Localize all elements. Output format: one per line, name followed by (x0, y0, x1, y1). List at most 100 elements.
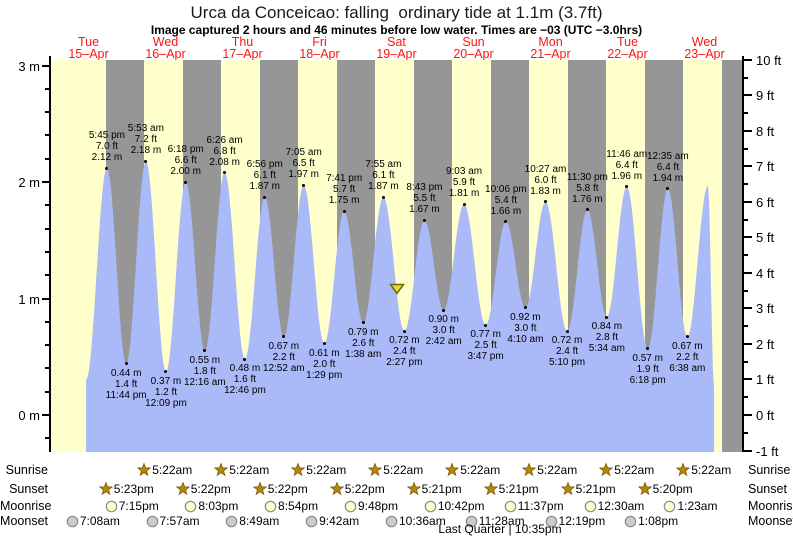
left-axis-major-tick (42, 64, 50, 67)
left-axis-label: 0 m (18, 408, 40, 423)
sunset-time: 5:22pm (190, 482, 231, 496)
tide-extreme-dot (646, 347, 650, 351)
sunset-time: 5:22pm (344, 482, 385, 496)
moonrise-item: 10:42pm (424, 499, 485, 513)
right-axis-minor-tick (744, 254, 748, 257)
sunrise-time: 5:22am (614, 463, 655, 477)
right-axis-major-tick (744, 58, 752, 61)
day-name: Tue (77, 35, 100, 49)
high-tide-label: 6:18 pm 6.6 ft 2.00 m (167, 144, 204, 177)
tide-extreme-dot (105, 166, 109, 170)
high-tide-label: 6:56 pm 6.1 ft 1.87 m (246, 159, 283, 193)
sunrise-time: 5:22am (152, 463, 193, 477)
tide-extreme-dot (484, 323, 488, 327)
moonrise-item: 11:37pm (504, 499, 564, 513)
left-axis-minor-tick (45, 204, 50, 207)
low-tide-label: 0.67 m 2.2 ft 12:52 am (262, 340, 305, 374)
tide-extreme-dot (381, 195, 385, 199)
sun-star-icon (137, 463, 152, 477)
tide-extreme-dot (203, 349, 207, 353)
moonset-item: 1:08pm (624, 514, 678, 528)
moonset-icon (465, 515, 478, 527)
day-date: 18–Apr (299, 47, 340, 61)
tide-extreme-dot (243, 357, 247, 361)
high-tide-label: 6:26 am 6.8 ft 2.08 m (206, 134, 243, 168)
right-axis-minor-tick (744, 396, 748, 399)
moonset-item: 11:28am (465, 514, 525, 528)
sun-star-icon (291, 463, 306, 477)
right-axis-major-tick (744, 165, 752, 168)
right-axis-label: 3 ft (756, 301, 775, 317)
moonrise-item: 8:54pm (264, 499, 318, 513)
sunset-label-left: Sunset (9, 482, 48, 496)
high-tide-label: 7:41 pm 5.7 ft 1.75 m (326, 173, 363, 207)
moonrise-icon (664, 500, 676, 512)
right-axis-minor-tick (744, 360, 748, 363)
tide-extreme-dot (504, 220, 508, 224)
tide-extreme-dot (263, 195, 267, 199)
sunrise-item: 5:22am (445, 463, 500, 477)
moonset-time: 9:42am (319, 514, 360, 528)
right-axis-line (742, 56, 744, 452)
left-axis-minor-tick (45, 274, 50, 277)
left-axis-label: 1 m (18, 291, 40, 307)
right-axis-label: 1 ft (756, 372, 775, 388)
day-name: Fri (312, 35, 327, 49)
tide-extreme-dot (361, 321, 365, 325)
high-tide-label: 10:27 am 6.0 ft 1.83 m (524, 163, 567, 197)
moon-phase-text: Last Quarter | 10:35pm (438, 522, 562, 536)
right-axis-major-tick (744, 342, 752, 345)
low-tide-label: 0.48 m 1.6 ft 12:46 pm (224, 363, 266, 397)
left-axis-major-tick (42, 181, 50, 183)
moonset-time: 10:36am (399, 514, 446, 528)
sunrise-item: 5:22am (676, 463, 731, 477)
high-tide-label: 8:43 pm 5.5 ft 1.67 m (406, 182, 443, 216)
right-axis-minor-tick (744, 289, 748, 292)
tide-extreme-dot (523, 306, 527, 310)
sunrise-time: 5:22am (383, 463, 424, 477)
sun-star-icon (175, 482, 190, 496)
high-tide-label: 5:53 am 7.2 ft 2.18 m (127, 123, 164, 157)
page-title: Urca da Conceicao: falling ordinary tide… (190, 3, 603, 22)
sun-star-icon (406, 482, 421, 496)
tide-extreme-dot (666, 187, 670, 191)
moonrise-icon (584, 500, 596, 512)
moonset-item: 10:36am (385, 514, 446, 528)
day-label: Thu 17–Apr (205, 35, 281, 61)
sunset-time: 5:21pm (421, 482, 462, 496)
moonset-item: 7:57am (146, 514, 200, 528)
right-axis-major-tick (744, 94, 752, 97)
sunrise-item: 5:22am (137, 463, 192, 477)
right-axis-minor-tick (744, 325, 748, 328)
sunrise-item: 5:22am (522, 463, 577, 477)
moonrise-time: 11:37pm (517, 499, 564, 513)
tide-extreme-dot (685, 335, 689, 339)
night-band (721, 60, 743, 452)
sunset-time: 5:23pm (113, 482, 154, 496)
high-tide-label: 9:03 am 5.9 ft 1.81 m (445, 166, 483, 200)
sunset-time: 5:20pm (652, 482, 693, 496)
tide-extreme-dot (302, 183, 306, 187)
left-axis-major-tick (42, 297, 50, 300)
day-label: Wed 23–Apr (667, 35, 743, 61)
sun-star-icon (214, 463, 229, 477)
tide-extreme-dot (544, 200, 548, 204)
day-label: Tue 22–Apr (590, 36, 666, 61)
tide-area-path (86, 161, 715, 452)
sunrise-item: 5:22am (291, 463, 346, 477)
day-date: 22–Apr (607, 47, 648, 61)
day-name: Thu (231, 35, 254, 49)
day-name: Wed (152, 35, 179, 49)
right-axis-minor-tick (744, 218, 748, 221)
day-name: Wed (691, 35, 718, 49)
day-date: 17–Apr (222, 47, 263, 61)
sun-star-icon (560, 482, 575, 496)
sunrise-label-right: Sunrise (748, 463, 791, 477)
sunrise-time: 5:22am (460, 463, 501, 477)
moonrise-icon (424, 500, 437, 512)
high-tide-label: 12:35 am 6.4 ft 1.94 m (647, 150, 689, 184)
high-tide-label: 5:45 pm 7.0 ft 2.12 m (88, 130, 125, 164)
moonset-icon (66, 515, 79, 527)
moonrise-time: 8:54pm (278, 499, 319, 513)
right-axis-label: 4 ft (756, 265, 775, 281)
